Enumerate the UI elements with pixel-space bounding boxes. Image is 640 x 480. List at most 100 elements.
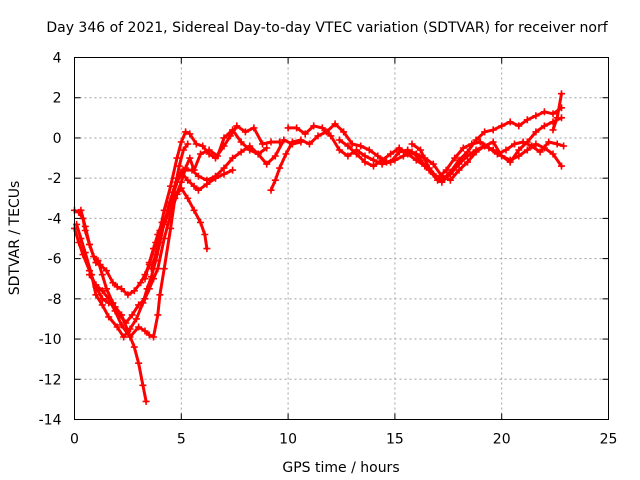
data-point (203, 180, 211, 188)
data-point (481, 128, 489, 136)
data-point (540, 122, 548, 130)
data-point (412, 156, 420, 164)
data-point (515, 122, 523, 130)
data-point (254, 150, 262, 158)
data-point (94, 257, 102, 265)
data-point (214, 152, 222, 160)
data-point (141, 275, 149, 283)
y-tick-label: -6 (48, 252, 62, 268)
data-point (374, 152, 382, 160)
data-point (92, 281, 100, 289)
data-point (128, 311, 136, 319)
series-markers-7 (147, 166, 237, 273)
data-point (126, 333, 134, 341)
data-point (111, 307, 119, 315)
data-point (408, 140, 416, 148)
data-point (417, 146, 424, 154)
data-point (197, 218, 204, 226)
data-point (139, 381, 147, 389)
data-point (344, 142, 352, 150)
data-point (237, 138, 245, 146)
data-point (98, 295, 106, 303)
data-point (353, 150, 360, 158)
data-point (118, 311, 125, 319)
data-point (558, 90, 565, 98)
data-point (532, 128, 540, 136)
data-point (536, 148, 544, 156)
data-point (399, 152, 407, 160)
data-point (472, 146, 480, 154)
y-tick-label: 2 (53, 91, 62, 107)
series-markers-12 (549, 90, 565, 134)
data-point (160, 235, 168, 242)
data-point (205, 146, 213, 154)
data-point (532, 112, 540, 120)
data-point (103, 285, 110, 293)
data-point (137, 279, 145, 287)
x-tick-label: 10 (279, 432, 297, 448)
data-point (327, 132, 335, 140)
series-line-9 (286, 116, 563, 182)
series-line-1 (73, 124, 282, 297)
data-point (98, 287, 106, 295)
data-point (212, 174, 219, 182)
data-point (167, 224, 175, 232)
data-point (190, 182, 198, 190)
data-point (160, 220, 168, 228)
data-point (549, 150, 557, 158)
data-point (160, 265, 168, 273)
data-point (192, 140, 200, 148)
data-point (113, 283, 121, 291)
y-axis-label: SDTVAR / TECUs (7, 181, 23, 296)
data-point (468, 140, 476, 148)
data-point (288, 138, 296, 146)
data-point (220, 134, 228, 142)
data-point (335, 136, 343, 144)
series-markers-6 (141, 140, 192, 283)
x-tick-label: 15 (386, 432, 404, 448)
data-point (489, 126, 497, 134)
data-point (560, 142, 568, 150)
data-point (267, 186, 275, 194)
data-point (511, 140, 518, 148)
data-point (135, 301, 143, 309)
data-point (120, 333, 128, 341)
data-point (194, 172, 202, 180)
data-point (549, 110, 557, 118)
data-point (150, 275, 157, 283)
data-point (506, 156, 514, 164)
data-point (179, 146, 187, 154)
data-point (293, 124, 301, 132)
data-point (446, 176, 454, 184)
data-point (549, 126, 557, 134)
series-markers-11 (408, 138, 568, 182)
data-point (361, 152, 369, 160)
data-point (489, 138, 497, 146)
data-point (429, 160, 437, 168)
data-point (446, 170, 454, 178)
data-point (150, 333, 157, 341)
data-point (233, 122, 241, 130)
x-tick-label: 5 (177, 432, 186, 448)
data-point (259, 140, 266, 148)
data-point (132, 315, 140, 323)
data-point (310, 122, 318, 130)
data-point (98, 301, 106, 309)
data-point (86, 271, 93, 279)
data-point (276, 164, 284, 172)
data-point (506, 118, 514, 126)
data-point (434, 174, 442, 182)
data-point (523, 116, 531, 124)
data-point (130, 343, 138, 351)
data-point (182, 164, 190, 172)
data-point (301, 130, 309, 138)
y-tick-label: -14 (39, 413, 62, 429)
data-point (184, 140, 192, 148)
y-tick-label: -10 (39, 332, 62, 348)
series-markers-5 (86, 126, 271, 341)
data-point (229, 166, 237, 174)
data-point (532, 140, 540, 148)
data-point (184, 176, 192, 184)
data-point (540, 108, 548, 116)
